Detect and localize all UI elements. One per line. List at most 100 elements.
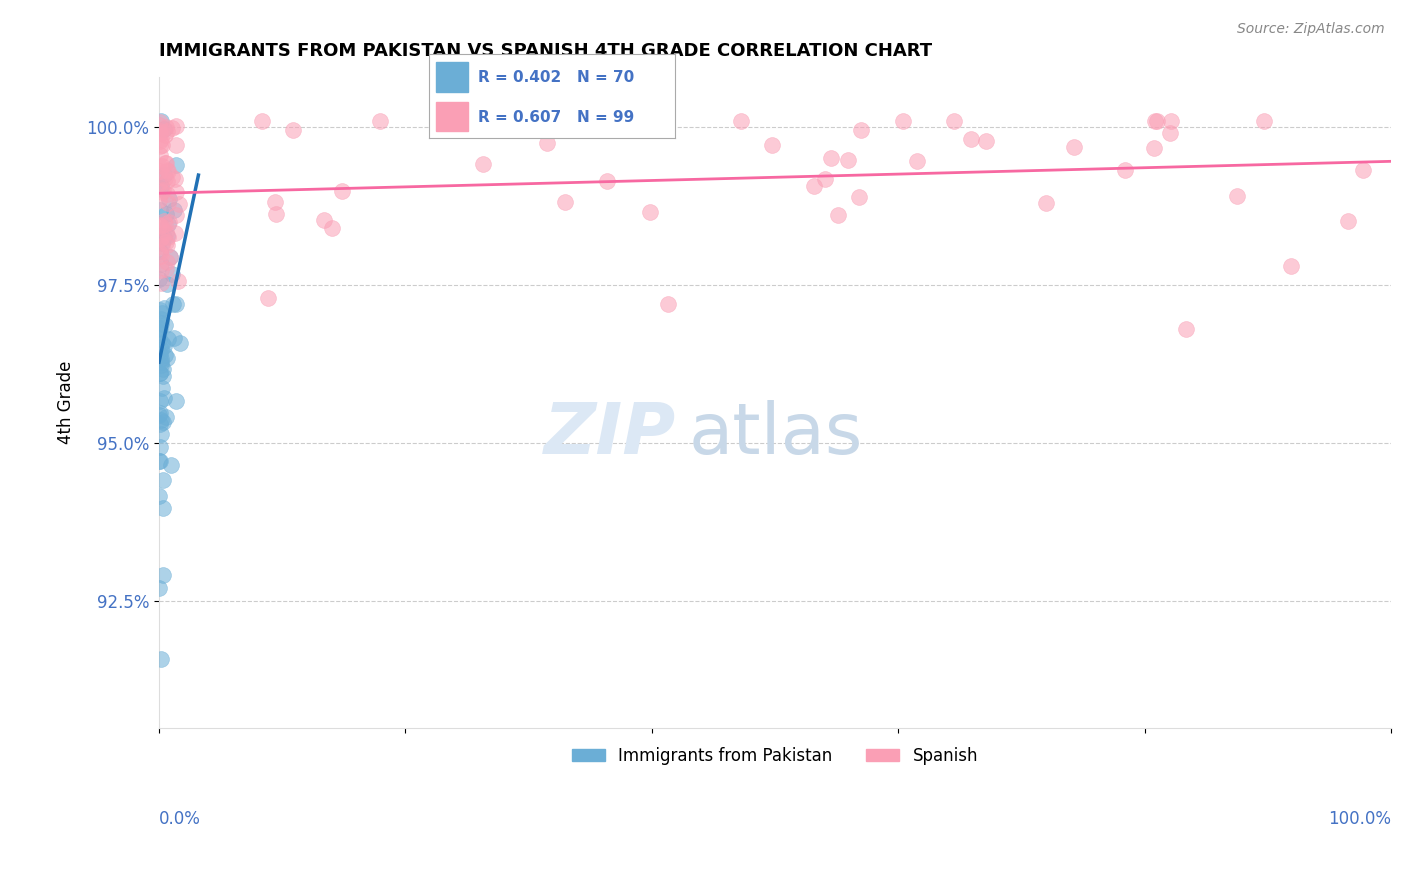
Point — [471, 157, 494, 171]
Point — [148, 177, 170, 191]
Point — [814, 171, 837, 186]
Point — [152, 568, 174, 582]
Point — [152, 121, 174, 136]
Point — [153, 128, 176, 142]
Point — [165, 208, 187, 222]
Text: R = 0.402   N = 70: R = 0.402 N = 70 — [478, 70, 634, 85]
Point — [149, 126, 172, 140]
Point — [149, 244, 172, 258]
Point — [152, 368, 174, 383]
Point — [264, 206, 287, 220]
Point — [1253, 113, 1275, 128]
Point — [163, 203, 186, 218]
Point — [1160, 113, 1182, 128]
Point — [149, 131, 172, 145]
Point — [321, 220, 343, 235]
Point — [152, 339, 174, 353]
Point — [149, 417, 172, 432]
Point — [150, 138, 173, 153]
Point — [150, 317, 173, 331]
Point — [165, 185, 187, 199]
Point — [156, 238, 179, 252]
Point — [148, 322, 170, 336]
Point — [156, 333, 179, 347]
Point — [943, 113, 966, 128]
Point — [263, 194, 285, 209]
Point — [155, 225, 177, 239]
Point — [149, 366, 172, 380]
Point — [150, 276, 173, 290]
Point — [150, 426, 173, 441]
Point — [613, 120, 636, 134]
Point — [148, 454, 170, 468]
Text: Source: ZipAtlas.com: Source: ZipAtlas.com — [1237, 22, 1385, 37]
Point — [150, 229, 173, 244]
Point — [150, 381, 173, 395]
Text: IMMIGRANTS FROM PAKISTAN VS SPANISH 4TH GRADE CORRELATION CHART: IMMIGRANTS FROM PAKISTAN VS SPANISH 4TH … — [159, 42, 932, 60]
Point — [169, 197, 191, 211]
Point — [1114, 162, 1136, 177]
Point — [149, 352, 172, 367]
Point — [638, 205, 661, 219]
Point — [153, 318, 176, 332]
Point — [148, 489, 170, 503]
Point — [156, 123, 179, 137]
Point — [905, 153, 928, 168]
Point — [157, 215, 180, 229]
Point — [148, 193, 170, 207]
Point — [155, 155, 177, 169]
Point — [167, 274, 190, 288]
Point — [157, 192, 180, 206]
Point — [155, 262, 177, 277]
Point — [1279, 259, 1302, 273]
Point — [149, 232, 172, 246]
Point — [152, 415, 174, 429]
Point — [149, 262, 172, 277]
Point — [152, 230, 174, 244]
Point — [153, 218, 176, 232]
Point — [1063, 139, 1085, 153]
Point — [536, 136, 558, 150]
Point — [596, 174, 619, 188]
FancyBboxPatch shape — [436, 62, 468, 92]
Point — [312, 213, 335, 227]
Point — [150, 306, 173, 320]
Text: 0.0%: 0.0% — [159, 810, 201, 828]
Point — [1174, 322, 1197, 336]
Point — [162, 297, 184, 311]
Point — [148, 581, 170, 595]
Point — [150, 185, 173, 199]
Point — [155, 235, 177, 249]
Point — [162, 170, 184, 185]
Point — [152, 168, 174, 182]
Point — [149, 366, 172, 380]
Point — [156, 255, 179, 269]
Point — [150, 249, 173, 263]
Point — [152, 362, 174, 376]
Point — [149, 321, 172, 335]
Point — [150, 335, 173, 350]
Point — [281, 123, 304, 137]
Point — [149, 358, 172, 372]
Point — [257, 291, 280, 305]
Point — [148, 325, 170, 339]
Point — [149, 406, 172, 420]
Point — [368, 113, 391, 128]
Point — [163, 331, 186, 345]
Point — [159, 251, 181, 265]
Y-axis label: 4th Grade: 4th Grade — [58, 360, 75, 444]
Point — [149, 394, 172, 409]
Point — [155, 207, 177, 221]
Point — [1226, 188, 1249, 202]
Point — [330, 185, 353, 199]
Point — [153, 171, 176, 186]
Point — [152, 501, 174, 516]
Point — [252, 113, 274, 128]
Point — [149, 163, 172, 178]
Point — [149, 454, 172, 468]
Point — [1143, 113, 1166, 128]
Text: atlas: atlas — [689, 401, 863, 469]
Point — [159, 250, 181, 264]
Point — [657, 297, 679, 311]
Point — [150, 160, 173, 174]
